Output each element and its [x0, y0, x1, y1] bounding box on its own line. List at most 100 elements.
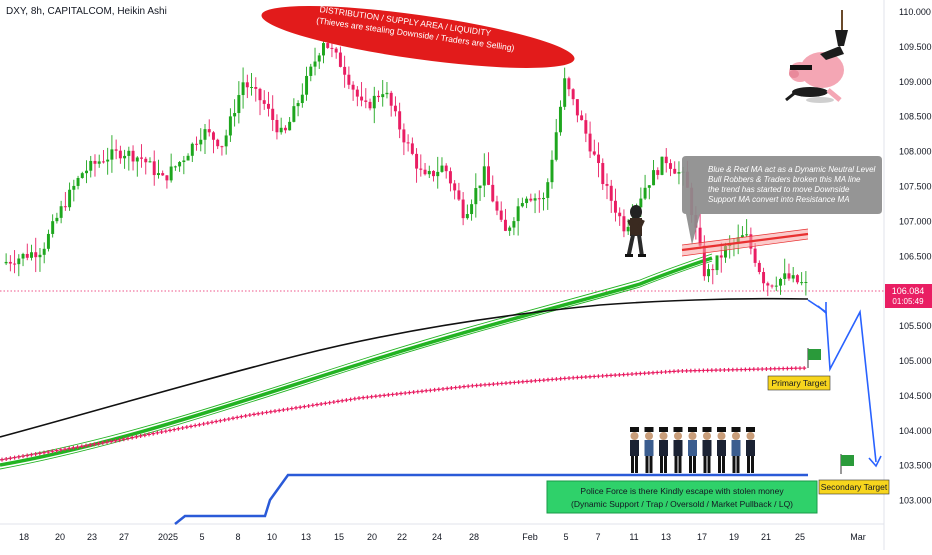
police-officer-figure [630, 427, 639, 473]
bar-countdown: 01:05:49 [892, 297, 924, 306]
candle-body [474, 188, 478, 205]
ma-pink-marker [420, 389, 424, 394]
ma-pink-marker [642, 371, 647, 376]
ma-pink-marker [323, 401, 328, 406]
ma-pink-marker [100, 440, 105, 445]
candle-body [250, 87, 254, 89]
time-tick-label: 28 [469, 532, 479, 542]
candle-body [571, 89, 575, 100]
ma-pink-marker [630, 372, 634, 377]
police-officer-figure [702, 427, 712, 473]
candle-body [190, 143, 194, 156]
ma-pink-marker [134, 434, 139, 439]
ma-pink-marker [655, 370, 660, 375]
ma-pink-marker [432, 387, 437, 392]
ma-pink-marker [54, 448, 59, 453]
candle-body [72, 185, 76, 190]
candle-body [254, 87, 258, 89]
candle-body [326, 43, 330, 48]
secondary-target-text: Secondary Target [821, 482, 888, 492]
ma-pink-marker [25, 453, 30, 458]
ma-pink-marker [478, 383, 483, 388]
ma-pink-marker [268, 409, 273, 414]
candle-body [677, 172, 681, 174]
ma-pink-marker [302, 404, 307, 409]
ma-pink-marker [739, 367, 744, 372]
candle-body [178, 162, 182, 167]
ma-pink-marker [697, 368, 702, 373]
current-price-value: 106.084 [892, 286, 925, 296]
candle-body [436, 171, 440, 177]
candle-body [237, 95, 241, 114]
ma-pink-marker [79, 444, 84, 449]
candle-body [783, 273, 787, 279]
candle-body [774, 285, 778, 287]
candle-body [406, 142, 410, 144]
ma-pink-marker [520, 379, 525, 384]
ma-pink-marker [231, 416, 235, 421]
candle-body [317, 55, 321, 62]
candle-body [322, 43, 325, 56]
ma-pink-marker [138, 434, 143, 439]
candle-body [195, 143, 199, 145]
candle-body [427, 170, 431, 175]
ma-pink-marker [592, 374, 597, 379]
candle-body [622, 216, 626, 232]
candle-body [55, 217, 59, 222]
candle-body [292, 106, 296, 122]
ma-pink-marker [247, 413, 252, 418]
ma-pink-marker [298, 405, 303, 410]
candle-body [626, 226, 630, 232]
ma-pink-marker [172, 427, 177, 432]
ma-pink-marker [751, 367, 756, 372]
ma-pink-marker [319, 401, 324, 406]
ma-pink-marker [260, 411, 265, 416]
ma-pink-marker [604, 373, 609, 378]
candle-body [144, 158, 148, 163]
thief-illustration [625, 205, 646, 257]
price-axis[interactable]: 110.000 109.500 109.000 108.500 108.000 107.5… [899, 7, 932, 506]
candle-body [448, 171, 452, 184]
ma-pink-marker [315, 402, 319, 407]
ma-pink-marker [373, 394, 378, 399]
ma-pink-marker [75, 445, 80, 450]
price-tick-label: 104.000 [899, 426, 932, 436]
ma-pink-marker [693, 368, 697, 373]
ma-pink-marker [71, 445, 76, 450]
ma-pink-marker [180, 425, 185, 430]
ma-pink-marker [235, 415, 240, 420]
price-tick-label: 105.500 [899, 321, 932, 331]
ma-pink-marker [701, 368, 706, 373]
candle-body [283, 127, 287, 131]
ma-pink-marker [361, 395, 366, 400]
candle-body [491, 184, 495, 202]
ma-pink-marker [50, 449, 55, 454]
candle-body [512, 221, 516, 228]
ma-black [0, 297, 809, 438]
police-officer-figure [731, 427, 741, 473]
ma-pink-marker [415, 389, 420, 394]
ma-pink-marker [672, 369, 676, 374]
ma-pink [0, 366, 807, 462]
candle-body [558, 106, 562, 133]
candle-body [584, 120, 588, 134]
ma-pink-marker [344, 398, 349, 403]
candle-body [707, 269, 711, 277]
ma-pink-marker [277, 408, 282, 413]
ma-pink-marker [46, 449, 51, 454]
time-axis[interactable]: 18 20 23 27 2025 5 8 10 13 15 20 22 24 28 Feb 5 7 11 13 17 1… [19, 532, 866, 542]
candle-body [567, 78, 571, 90]
candle-body [165, 175, 169, 181]
candle-body [296, 103, 300, 107]
candle-body [173, 166, 177, 168]
ma-pink-marker [453, 385, 458, 390]
ma-pink-marker [264, 410, 269, 415]
candle-body [313, 61, 317, 67]
ma-pink-marker [67, 446, 72, 451]
candle-body [537, 198, 541, 200]
candle-body [419, 168, 423, 170]
resistance-band [681, 228, 809, 257]
ma-pink-marker [256, 411, 261, 416]
ma-pink-marker [285, 407, 290, 412]
